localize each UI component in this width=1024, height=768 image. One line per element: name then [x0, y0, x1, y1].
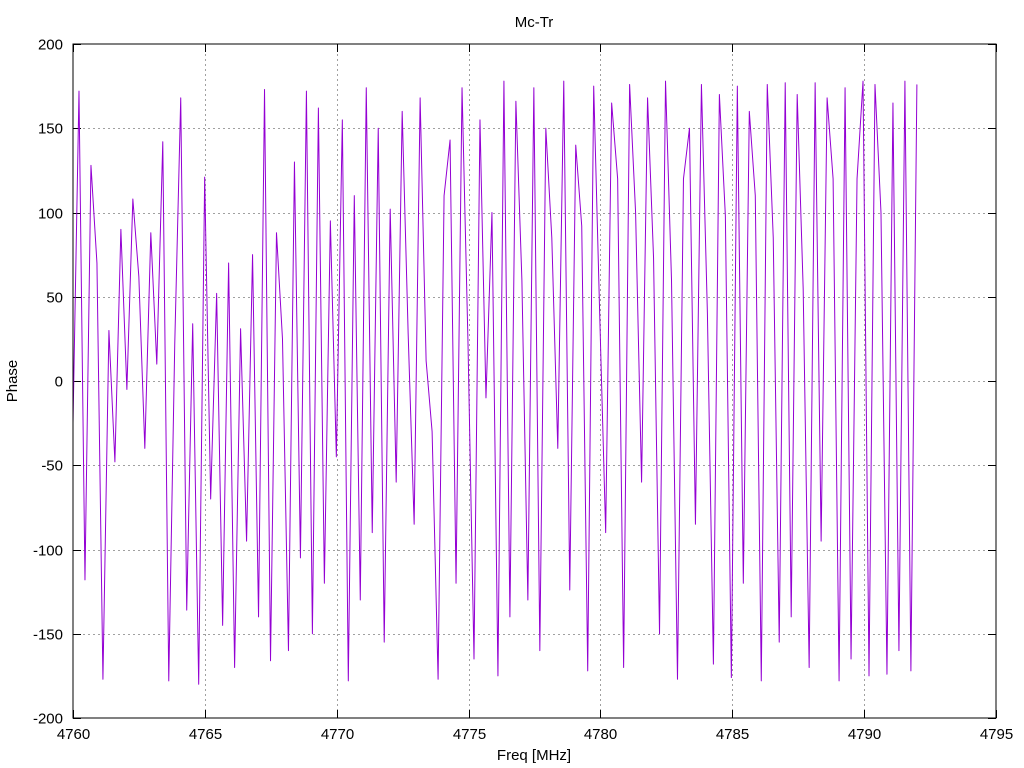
- x-tick-label: 4785: [716, 726, 749, 743]
- y-axis-label: Phase: [4, 360, 21, 403]
- y-tick-label: 100: [38, 206, 63, 223]
- y-tick-label: -200: [33, 711, 63, 728]
- x-tick-label: 4760: [57, 726, 90, 743]
- chart-title: Mc-Tr: [515, 14, 554, 31]
- x-tick-label: 4770: [321, 726, 354, 743]
- x-tick-label: 4780: [584, 726, 617, 743]
- y-tick-label: 0: [55, 374, 63, 391]
- y-tick-label: 150: [38, 121, 63, 138]
- y-tick-label: 200: [38, 37, 63, 54]
- y-tick-label: -100: [33, 543, 63, 560]
- x-tick-label: 4790: [848, 726, 881, 743]
- series-group: [72, 80, 918, 685]
- x-tick-label: 4795: [980, 726, 1013, 743]
- x-tick-label: 4775: [453, 726, 486, 743]
- y-tick-label: -50: [41, 458, 63, 475]
- series-line: [72, 80, 918, 685]
- x-axis-label: Freq [MHz]: [497, 747, 571, 764]
- tick-labels: 4760 4765 4770 4775 4780 4785 4790 4795 -200 -150…: [33, 37, 1013, 744]
- plot-frame: [72, 43, 997, 719]
- x-tick-label: 4765: [189, 726, 222, 743]
- y-tick-label: -150: [33, 627, 63, 644]
- y-tick-label: 50: [46, 290, 63, 307]
